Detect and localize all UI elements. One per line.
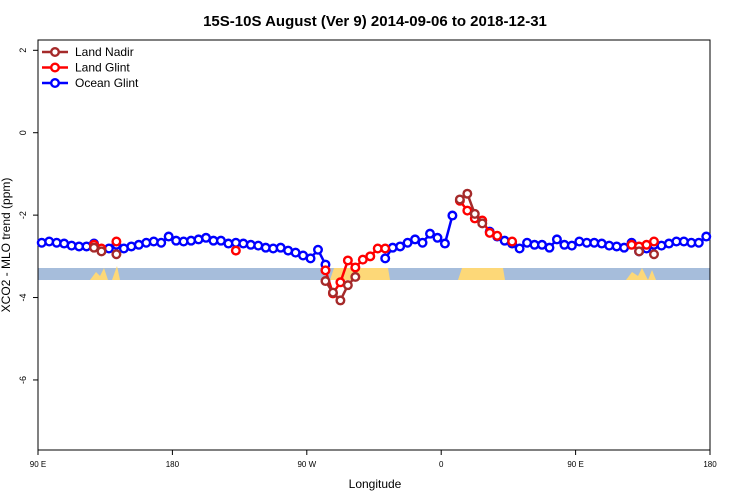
data-point [649, 236, 660, 247]
data-point [163, 231, 174, 242]
data-point [544, 242, 555, 253]
data-point [350, 262, 361, 273]
data-point [439, 238, 450, 249]
series [36, 210, 712, 270]
data-point [514, 243, 525, 254]
data-point [447, 210, 458, 221]
data-point [551, 234, 562, 245]
data-point [693, 237, 704, 248]
data-point [701, 231, 712, 242]
x-tick-label: 180 [166, 460, 180, 469]
legend-label: Ocean Glint [75, 76, 139, 90]
data-point [634, 246, 645, 257]
data-point [350, 271, 361, 282]
data-point [230, 245, 241, 256]
data-point [380, 243, 391, 254]
data-point [305, 253, 316, 264]
data-point [111, 249, 122, 260]
data-point [507, 236, 518, 247]
legend-marker [50, 62, 61, 73]
land-patch [90, 268, 108, 280]
land-patch [458, 268, 505, 280]
data-point [111, 236, 122, 247]
x-tick-label: 90 E [30, 460, 46, 469]
data-point [320, 265, 331, 276]
y-tick-label: -2 [18, 211, 28, 219]
y-tick-label: 2 [18, 48, 28, 53]
chart-title: 15S-10S August (Ver 9) 2014-09-06 to 201… [203, 13, 547, 30]
series [88, 188, 660, 306]
y-tick-label: 0 [18, 130, 28, 135]
legend-label: Land Glint [75, 61, 130, 75]
data-point [649, 249, 660, 260]
data-point [96, 246, 107, 257]
data-point [395, 241, 406, 252]
data-point [425, 228, 436, 239]
data-point [492, 230, 503, 241]
data-point [380, 253, 391, 264]
x-tick-label: 0 [439, 460, 444, 469]
y-axis-label: XCO2 - MLO trend (ppm) [0, 178, 13, 313]
data-point [566, 240, 577, 251]
data-point [462, 188, 473, 199]
y-tick-label: -4 [18, 294, 28, 302]
data-point [320, 276, 331, 287]
data-point [156, 237, 167, 248]
data-point [313, 244, 324, 255]
data-point [454, 194, 465, 205]
legend-marker [50, 77, 61, 88]
x-tick-label: 90 W [297, 460, 316, 469]
data-point [88, 242, 99, 253]
x-tick-label: 90 E [567, 460, 583, 469]
data-point [469, 208, 480, 219]
data-point [335, 295, 346, 306]
legend-label: Land Nadir [75, 45, 134, 59]
data-point [477, 218, 488, 229]
data-point [365, 251, 376, 262]
land-patch [112, 266, 120, 280]
data-point [342, 255, 353, 266]
legend-marker [50, 47, 61, 58]
data-point [342, 280, 353, 291]
data-point [432, 232, 443, 243]
y-tick-label: -6 [18, 376, 28, 384]
x-axis-label: Longitude [349, 477, 402, 491]
x-tick-label: 180 [703, 460, 717, 469]
land-patch [626, 268, 656, 280]
data-point [417, 237, 428, 248]
land-ocean-mask [38, 266, 710, 280]
data-point [327, 287, 338, 298]
